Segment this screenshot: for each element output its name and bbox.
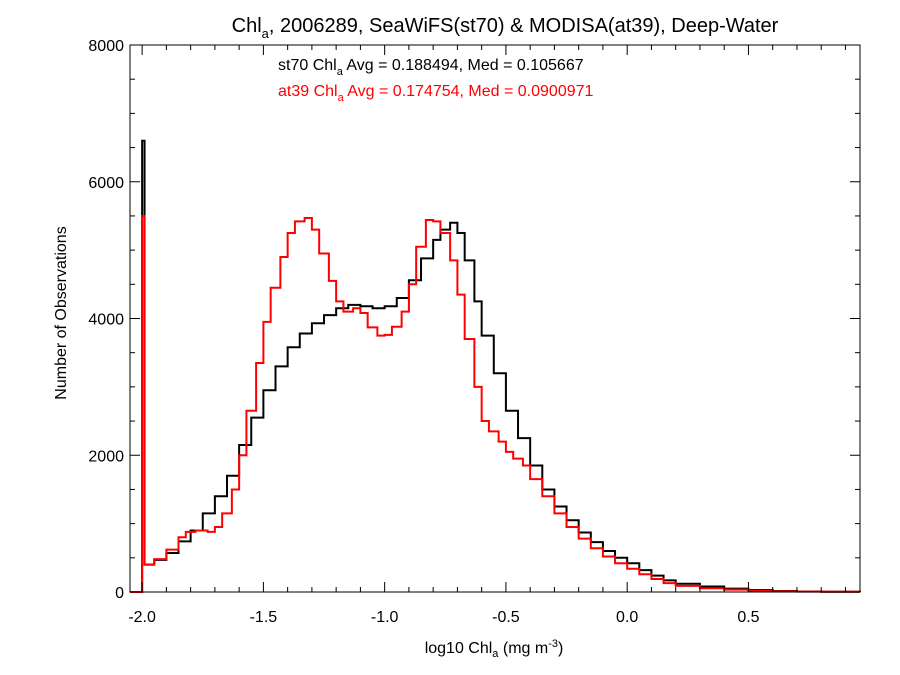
- x-tick-label: -2.0: [128, 609, 156, 626]
- x-tick-label: -1.5: [250, 609, 278, 626]
- chart-title: Chla, 2006289, SeaWiFS(st70) & MODISA(at…: [232, 15, 779, 41]
- x-tick-label: -1.0: [371, 609, 399, 626]
- y-tick-label: 0: [115, 585, 124, 602]
- series-line-st70: [130, 139, 861, 593]
- y-tick-label: 6000: [88, 175, 124, 192]
- y-axis-label: Number of Observations: [53, 226, 70, 399]
- x-tick-label: 0.5: [737, 609, 759, 626]
- x-tick-label: 0.0: [616, 609, 638, 626]
- x-axis-label: log10 Chla (mg m-3): [425, 638, 564, 660]
- y-tick-label: 8000: [88, 38, 124, 55]
- series-line-at39: [130, 214, 861, 593]
- plot-frame: [129, 44, 861, 593]
- y-tick-label: 2000: [88, 448, 124, 465]
- annotation-st70: st70 Chla Avg = 0.188494, Med = 0.105667: [278, 57, 584, 78]
- y-tick-label: 4000: [88, 312, 124, 329]
- annotation-at39: at39 Chla Avg = 0.174754, Med = 0.090097…: [278, 83, 594, 104]
- x-tick-label: -0.5: [492, 609, 520, 626]
- series-layer: [130, 139, 861, 593]
- ticks-layer: -2.0 -1.5 -1.0 -0.5 0.0 0.5 0 2000 4000 6000 8000: [88, 38, 860, 626]
